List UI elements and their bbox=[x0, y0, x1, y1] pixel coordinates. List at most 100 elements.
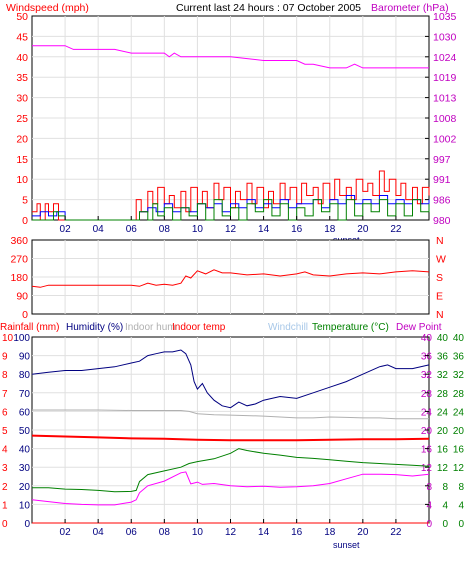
dewpoint-label: Dew Point bbox=[396, 322, 442, 333]
compass-tick-label: N bbox=[436, 235, 444, 247]
temp-tick-label-3: 16 bbox=[421, 445, 433, 456]
rain-tick-label: 9 bbox=[2, 352, 8, 363]
top-title: Current last 24 hours : 07 October 2005 bbox=[176, 2, 361, 14]
barometer-tick-label: 980 bbox=[433, 215, 451, 227]
windspeed-tick-label: 15 bbox=[16, 154, 28, 166]
windchill-label: Windchill bbox=[268, 322, 308, 333]
mid-gridlines bbox=[32, 240, 429, 314]
x-tick-label: 02 bbox=[60, 527, 72, 538]
x-tick-label: 12 bbox=[225, 527, 237, 538]
compass-tick-label: W bbox=[436, 254, 446, 266]
top-series bbox=[32, 45, 430, 221]
temp-tick-label-3: 20 bbox=[421, 426, 433, 437]
humidity-tick-label: 30 bbox=[19, 463, 31, 474]
x-tick-label: 20 bbox=[357, 527, 369, 538]
temp-tick-label-2: 20 bbox=[453, 426, 465, 437]
temperature-label: Temperature (°C) bbox=[312, 322, 389, 333]
rain-tick-label: 2 bbox=[2, 482, 8, 493]
temperature-c-line bbox=[32, 448, 430, 493]
barometer-tick-label: 1030 bbox=[433, 31, 457, 43]
temp-tick-label-2: 36 bbox=[453, 352, 465, 363]
rain-tick-label: 1 bbox=[2, 500, 8, 511]
temp-tick-label-1: 8 bbox=[442, 482, 448, 493]
humidity-tick-label: 100 bbox=[13, 333, 30, 344]
humidity-tick-label: 50 bbox=[19, 426, 31, 437]
temp-tick-label-2: 12 bbox=[453, 463, 465, 474]
barometer-tick-label: 1019 bbox=[433, 72, 457, 84]
windspeed-tick-label: 45 bbox=[16, 31, 28, 43]
windspeed-tick-label: 35 bbox=[16, 72, 28, 84]
rainfall-label: Rainfall (mm) bbox=[0, 322, 59, 333]
temp-tick-label-3: 36 bbox=[421, 352, 433, 363]
x-tick-label: 20 bbox=[357, 224, 369, 235]
barometer-tick-label: 1002 bbox=[433, 133, 457, 145]
temp-tick-label-1: 20 bbox=[437, 426, 449, 437]
rain-tick-label: 0 bbox=[2, 519, 8, 530]
barometer-tick-label: 997 bbox=[433, 154, 451, 166]
windspeed-tick-label: 30 bbox=[16, 93, 28, 105]
temp-tick-label-1: 0 bbox=[442, 519, 448, 530]
x-tick-label: 06 bbox=[126, 224, 138, 235]
barometer-tick-label: 1013 bbox=[433, 93, 457, 105]
direction-tick-label: 90 bbox=[16, 291, 28, 303]
x-tick-label: 10 bbox=[192, 527, 204, 538]
temp-tick-label-1: 24 bbox=[437, 407, 449, 418]
barometer-tick-label: 1035 bbox=[433, 11, 457, 23]
direction-degree-ticks: 360 270 180 90 0 bbox=[10, 235, 28, 321]
direction-tick-label: 0 bbox=[22, 309, 28, 321]
direction-tick-label: 270 bbox=[10, 254, 28, 266]
humidity-tick-label: 0 bbox=[24, 519, 30, 530]
temp-tick-label-3: 40 bbox=[421, 333, 433, 344]
temp-tick-label-3: 24 bbox=[421, 407, 433, 418]
x-tick-label: 18 bbox=[324, 224, 336, 235]
humidity-tick-label: 60 bbox=[19, 407, 31, 418]
barometer-tick-label: 1024 bbox=[433, 52, 457, 64]
temp-tick-label-3: 0 bbox=[426, 519, 432, 530]
temp-tick-label-3: 8 bbox=[426, 482, 432, 493]
temp-tick-label-1: 16 bbox=[437, 445, 449, 456]
direction-tick-label: 180 bbox=[10, 272, 28, 284]
humidity-tick-label: 80 bbox=[19, 370, 31, 381]
compass-tick-label: E bbox=[436, 291, 443, 303]
indoor-hum-label: Indoor hum bbox=[125, 322, 176, 333]
barometer-tick-label: 986 bbox=[433, 195, 451, 207]
windspeed-tick-label: 40 bbox=[16, 52, 28, 64]
rain-tick-label: 5 bbox=[2, 426, 8, 437]
x-tick-label: 06 bbox=[126, 527, 138, 538]
humidity-tick-label: 10 bbox=[19, 500, 31, 511]
humidity-label: Humidity (%) bbox=[66, 322, 123, 333]
windspeed-tick-label: 10 bbox=[16, 174, 28, 186]
x-tick-label: 08 bbox=[159, 527, 171, 538]
temp-tick-label-2: 28 bbox=[453, 389, 465, 400]
temp-tick-label-1: 4 bbox=[442, 500, 448, 511]
x-tick-label: 02 bbox=[60, 224, 72, 235]
x-tick-label: 12 bbox=[225, 224, 237, 235]
temp-tick-label-3: 12 bbox=[421, 463, 433, 474]
temp-tick-label-2: 0 bbox=[458, 519, 464, 530]
x-tick-label: 04 bbox=[93, 527, 105, 538]
temp-tick-label-2: 40 bbox=[453, 333, 465, 344]
x-tick-label: 18 bbox=[324, 527, 336, 538]
red-wind-line bbox=[32, 170, 430, 221]
rain-tick-label: 3 bbox=[2, 463, 8, 474]
temp-tick-label-2: 4 bbox=[458, 500, 464, 511]
x-tick-label: 14 bbox=[258, 527, 270, 538]
rain-tick-label: 4 bbox=[2, 445, 8, 456]
x-tick-label: 14 bbox=[258, 224, 270, 235]
temp-tick-label-1: 32 bbox=[437, 370, 449, 381]
temp-tick-label-1: 12 bbox=[437, 463, 449, 474]
magenta-barometer-line bbox=[32, 45, 429, 69]
x-tick-label: 08 bbox=[159, 224, 171, 235]
temp-tick-label-3: 4 bbox=[426, 500, 432, 511]
temp-tick-label-3: 28 bbox=[421, 389, 433, 400]
temp-tick-label-1: 28 bbox=[437, 389, 449, 400]
rain-tick-label: 7 bbox=[2, 389, 8, 400]
windspeed-tick-label: 0 bbox=[22, 215, 28, 227]
barometer-axis-ticks: 1035 1030 1024 1019 1013 1008 1002 997 991 986 980 bbox=[425, 11, 457, 227]
top-x-axis-ticks: 02 04 06 08 10 12 14 16 18 20 22 bbox=[60, 216, 402, 235]
compass-tick-label: N bbox=[436, 309, 444, 321]
bottom-axis-ticks: 1098765432101009080706050403020100403632… bbox=[2, 333, 464, 530]
windspeed-tick-label: 20 bbox=[16, 133, 28, 145]
